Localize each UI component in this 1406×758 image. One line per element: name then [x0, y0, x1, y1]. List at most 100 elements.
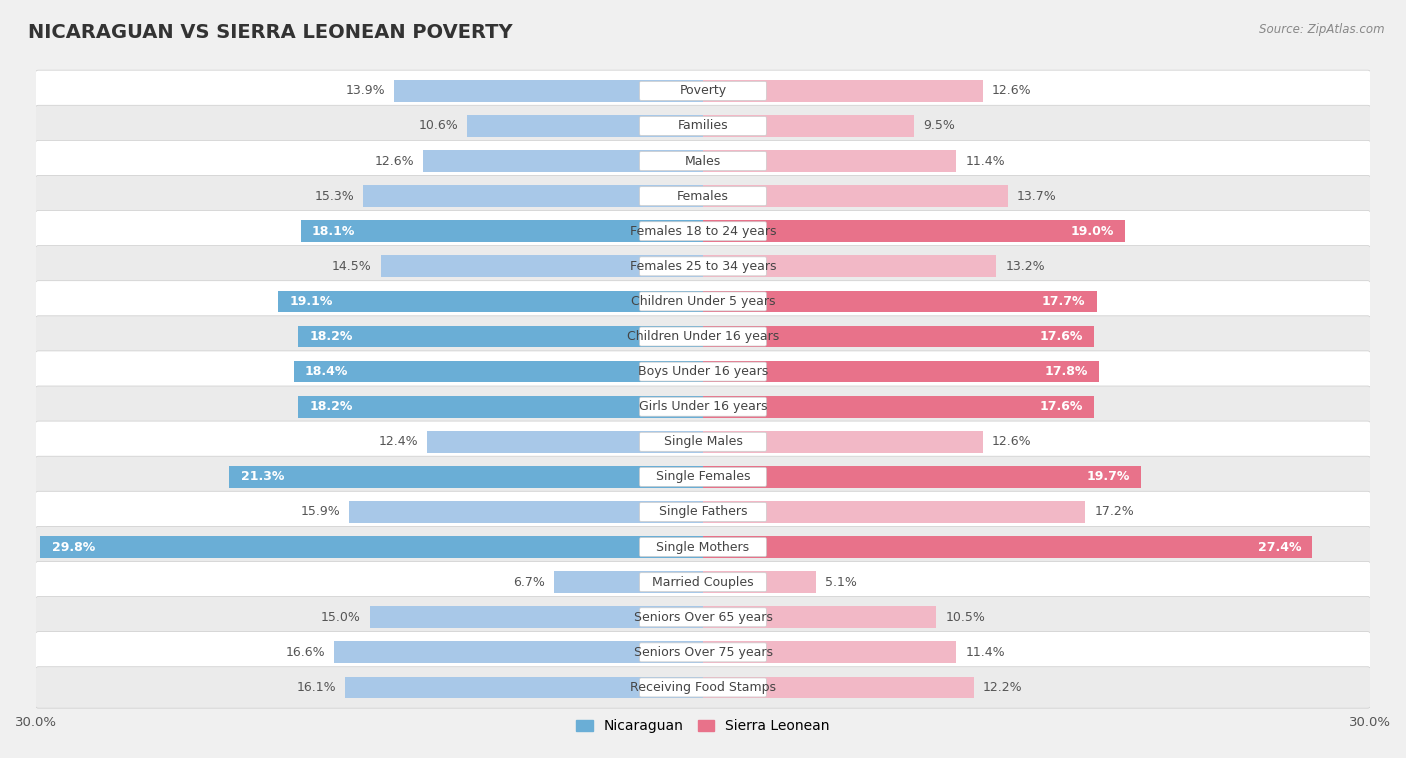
Bar [370, 606, 703, 628]
Bar [301, 221, 703, 242]
FancyBboxPatch shape [35, 597, 1371, 638]
Text: 29.8%: 29.8% [52, 540, 94, 553]
FancyBboxPatch shape [35, 491, 1371, 533]
Text: 15.0%: 15.0% [321, 611, 360, 624]
Bar [41, 536, 703, 558]
FancyBboxPatch shape [640, 468, 766, 487]
Text: Females 25 to 34 years: Females 25 to 34 years [630, 260, 776, 273]
Text: Families: Families [678, 120, 728, 133]
FancyBboxPatch shape [35, 280, 1371, 322]
FancyBboxPatch shape [35, 175, 1371, 217]
Bar [703, 501, 1085, 523]
Bar [703, 115, 914, 137]
Text: 12.4%: 12.4% [378, 435, 419, 448]
Text: 12.6%: 12.6% [374, 155, 413, 168]
Bar [703, 80, 983, 102]
Bar [703, 150, 956, 172]
Text: Girls Under 16 years: Girls Under 16 years [638, 400, 768, 413]
Text: 12.2%: 12.2% [983, 681, 1022, 694]
FancyBboxPatch shape [640, 257, 766, 276]
FancyBboxPatch shape [35, 140, 1371, 182]
Bar [703, 396, 1094, 418]
FancyBboxPatch shape [640, 608, 766, 627]
FancyBboxPatch shape [35, 386, 1371, 428]
Bar [278, 290, 703, 312]
FancyBboxPatch shape [640, 397, 766, 416]
Bar [703, 536, 1312, 558]
FancyBboxPatch shape [640, 432, 766, 451]
FancyBboxPatch shape [640, 573, 766, 592]
Bar [298, 396, 703, 418]
Text: Seniors Over 75 years: Seniors Over 75 years [634, 646, 772, 659]
FancyBboxPatch shape [35, 70, 1371, 111]
FancyBboxPatch shape [640, 643, 766, 662]
Text: 18.2%: 18.2% [309, 330, 353, 343]
Text: 11.4%: 11.4% [966, 155, 1005, 168]
Text: Single Males: Single Males [664, 435, 742, 448]
Text: 15.3%: 15.3% [314, 190, 354, 202]
Text: Single Females: Single Females [655, 471, 751, 484]
Text: 17.8%: 17.8% [1045, 365, 1088, 378]
Text: Source: ZipAtlas.com: Source: ZipAtlas.com [1260, 23, 1385, 36]
Text: Seniors Over 65 years: Seniors Over 65 years [634, 611, 772, 624]
Text: Boys Under 16 years: Boys Under 16 years [638, 365, 768, 378]
Text: 17.2%: 17.2% [1094, 506, 1135, 518]
Bar [703, 290, 1097, 312]
Bar [335, 641, 703, 663]
FancyBboxPatch shape [640, 152, 766, 171]
Text: 12.6%: 12.6% [993, 435, 1032, 448]
Bar [703, 255, 997, 277]
FancyBboxPatch shape [640, 503, 766, 522]
Text: 18.1%: 18.1% [312, 224, 356, 238]
Text: Children Under 5 years: Children Under 5 years [631, 295, 775, 308]
Text: Poverty: Poverty [679, 84, 727, 97]
Text: 11.4%: 11.4% [966, 646, 1005, 659]
Text: 9.5%: 9.5% [924, 120, 955, 133]
Bar [363, 185, 703, 207]
FancyBboxPatch shape [640, 186, 766, 205]
Text: 18.2%: 18.2% [309, 400, 353, 413]
Text: 18.4%: 18.4% [305, 365, 349, 378]
FancyBboxPatch shape [640, 81, 766, 100]
FancyBboxPatch shape [640, 292, 766, 311]
Text: 16.1%: 16.1% [297, 681, 336, 694]
Bar [703, 185, 1008, 207]
FancyBboxPatch shape [640, 678, 766, 697]
Bar [229, 466, 703, 488]
Text: 14.5%: 14.5% [332, 260, 371, 273]
Bar [294, 361, 703, 383]
FancyBboxPatch shape [35, 316, 1371, 357]
Bar [703, 606, 936, 628]
Text: 13.7%: 13.7% [1017, 190, 1056, 202]
FancyBboxPatch shape [35, 631, 1371, 673]
Bar [554, 572, 703, 593]
Text: Females: Females [678, 190, 728, 202]
Text: 21.3%: 21.3% [240, 471, 284, 484]
Text: Single Mothers: Single Mothers [657, 540, 749, 553]
FancyBboxPatch shape [35, 421, 1371, 462]
Legend: Nicaraguan, Sierra Leonean: Nicaraguan, Sierra Leonean [571, 713, 835, 738]
Text: 27.4%: 27.4% [1257, 540, 1301, 553]
Text: 17.6%: 17.6% [1040, 400, 1083, 413]
Bar [394, 80, 703, 102]
FancyBboxPatch shape [640, 362, 766, 381]
Bar [381, 255, 703, 277]
Bar [703, 361, 1098, 383]
Text: Females 18 to 24 years: Females 18 to 24 years [630, 224, 776, 238]
Text: 13.2%: 13.2% [1005, 260, 1045, 273]
Text: 5.1%: 5.1% [825, 575, 858, 589]
Bar [344, 677, 703, 698]
Text: 12.6%: 12.6% [993, 84, 1032, 97]
FancyBboxPatch shape [35, 351, 1371, 393]
FancyBboxPatch shape [640, 327, 766, 346]
Bar [703, 221, 1125, 242]
Bar [703, 466, 1142, 488]
FancyBboxPatch shape [35, 105, 1371, 146]
Text: Married Couples: Married Couples [652, 575, 754, 589]
FancyBboxPatch shape [640, 537, 766, 556]
Text: Single Fathers: Single Fathers [659, 506, 747, 518]
Bar [467, 115, 703, 137]
Bar [298, 326, 703, 347]
FancyBboxPatch shape [35, 526, 1371, 568]
Bar [350, 501, 703, 523]
